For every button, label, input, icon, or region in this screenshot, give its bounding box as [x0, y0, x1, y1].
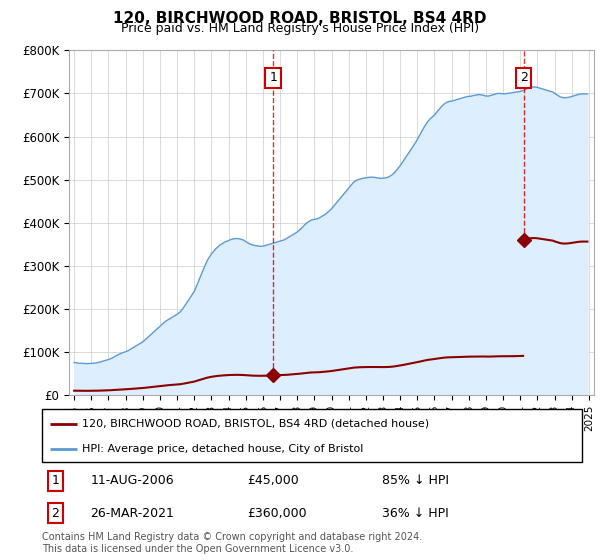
FancyBboxPatch shape: [42, 409, 582, 462]
Text: 2: 2: [52, 507, 59, 520]
Text: 85% ↓ HPI: 85% ↓ HPI: [382, 474, 449, 487]
Text: Price paid vs. HM Land Registry's House Price Index (HPI): Price paid vs. HM Land Registry's House …: [121, 22, 479, 35]
Text: 36% ↓ HPI: 36% ↓ HPI: [382, 507, 449, 520]
Text: 120, BIRCHWOOD ROAD, BRISTOL, BS4 4RD: 120, BIRCHWOOD ROAD, BRISTOL, BS4 4RD: [113, 11, 487, 26]
Text: £360,000: £360,000: [247, 507, 307, 520]
Text: 11-AUG-2006: 11-AUG-2006: [91, 474, 174, 487]
Text: Contains HM Land Registry data © Crown copyright and database right 2024.
This d: Contains HM Land Registry data © Crown c…: [42, 532, 422, 554]
Text: 120, BIRCHWOOD ROAD, BRISTOL, BS4 4RD (detached house): 120, BIRCHWOOD ROAD, BRISTOL, BS4 4RD (d…: [83, 419, 430, 429]
Text: 26-MAR-2021: 26-MAR-2021: [91, 507, 175, 520]
Text: £45,000: £45,000: [247, 474, 299, 487]
Text: 1: 1: [52, 474, 59, 487]
Text: 1: 1: [269, 72, 277, 85]
Text: 2: 2: [520, 72, 527, 85]
Text: HPI: Average price, detached house, City of Bristol: HPI: Average price, detached house, City…: [83, 444, 364, 454]
